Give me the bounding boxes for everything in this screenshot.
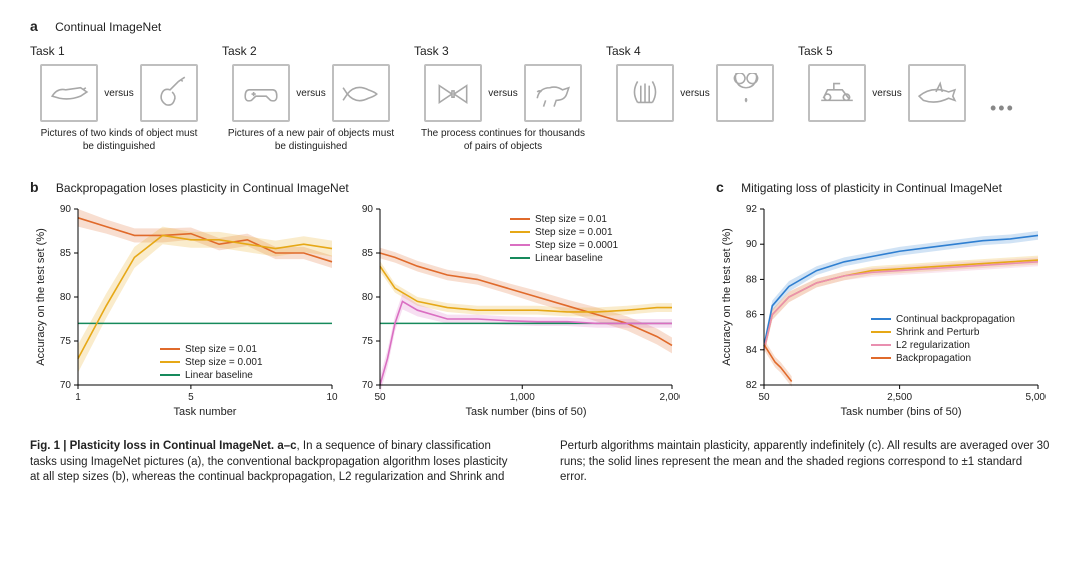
svg-text:80: 80 xyxy=(362,292,374,303)
svg-text:Step size = 0.01: Step size = 0.01 xyxy=(535,214,607,225)
task-title: Task 1 xyxy=(30,44,65,58)
svg-text:50: 50 xyxy=(374,392,386,403)
task-caption: Pictures of two kinds of object must be … xyxy=(34,128,204,153)
versus-label: versus xyxy=(680,88,709,99)
panel-a-title: Continual ImageNet xyxy=(55,20,161,34)
svg-text:Linear baseline: Linear baseline xyxy=(535,253,603,264)
svg-text:Task number (bins of 50): Task number (bins of 50) xyxy=(465,406,586,418)
svg-text:5,000: 5,000 xyxy=(1025,392,1046,403)
svg-text:75: 75 xyxy=(60,336,72,347)
svg-text:1,000: 1,000 xyxy=(510,392,535,403)
svg-text:Step size = 0.0001: Step size = 0.0001 xyxy=(535,240,619,251)
versus-label: versus xyxy=(104,88,133,99)
svg-text:L2 regularization: L2 regularization xyxy=(896,340,970,351)
gamepad-icon xyxy=(232,64,290,122)
versus-label: versus xyxy=(296,88,325,99)
svg-text:Accuracy on the test set (%): Accuracy on the test set (%) xyxy=(721,228,733,366)
svg-text:Step size = 0.01: Step size = 0.01 xyxy=(185,344,257,355)
svg-text:90: 90 xyxy=(362,204,374,215)
task-pair: versus xyxy=(424,64,581,122)
svg-text:88: 88 xyxy=(746,274,758,285)
chart-b1: 70 75 80 85 90 1 5 10 Task number Accuracy on the… xyxy=(30,201,340,421)
svg-text:2,000: 2,000 xyxy=(659,392,680,403)
panel-a-header: a Continual ImageNet xyxy=(30,18,1050,34)
svg-text:Task number: Task number xyxy=(174,406,237,418)
svg-text:5: 5 xyxy=(188,392,194,403)
task-3: Task 3 versus The process continues for … xyxy=(414,44,592,153)
panel-b-label: b xyxy=(30,179,39,195)
gokart-icon xyxy=(808,64,866,122)
svg-text:Shrink and Perturb: Shrink and Perturb xyxy=(896,327,980,338)
panels-bc-row: b Backpropagation loses plasticity in Co… xyxy=(30,179,1050,421)
svg-text:86: 86 xyxy=(746,310,758,321)
svg-text:84: 84 xyxy=(746,345,758,356)
panel-c-header: c Mitigating loss of plasticity in Conti… xyxy=(716,179,1050,195)
svg-text:2,500: 2,500 xyxy=(887,392,912,403)
guitar-icon xyxy=(140,64,198,122)
bison-icon xyxy=(524,64,582,122)
svg-text:10: 10 xyxy=(326,392,338,403)
svg-text:90: 90 xyxy=(746,239,758,250)
svg-text:85: 85 xyxy=(362,248,374,259)
task-caption: The process continues for thousands of p… xyxy=(418,128,588,153)
task-pair: versus xyxy=(40,64,197,122)
task-pair: versus xyxy=(232,64,389,122)
task-5: Task 5 versus xyxy=(798,44,976,128)
svg-text:82: 82 xyxy=(746,380,758,391)
panel-c: c Mitigating loss of plasticity in Conti… xyxy=(716,179,1050,421)
chart-b2: 70 75 80 85 90 50 1,000 2,000 Task number (bins … xyxy=(350,201,680,421)
svg-text:50: 50 xyxy=(758,392,770,403)
panel-a: a Continual ImageNet Task 1 versus Pictu… xyxy=(30,18,1050,153)
svg-text:75: 75 xyxy=(362,336,374,347)
figure-caption: Fig. 1 | Plasticity loss in Continual Im… xyxy=(30,439,1050,486)
shark-icon xyxy=(908,64,966,122)
bowtie-icon xyxy=(424,64,482,122)
fish-icon xyxy=(332,64,390,122)
svg-text:Task number (bins of 50): Task number (bins of 50) xyxy=(840,406,961,418)
svg-text:Accuracy on the test set (%): Accuracy on the test set (%) xyxy=(35,228,47,366)
svg-text:70: 70 xyxy=(60,380,72,391)
svg-text:85: 85 xyxy=(60,248,72,259)
task-pair: versus xyxy=(616,64,773,122)
task-2: Task 2 versus Pictures of a new pair of … xyxy=(222,44,400,153)
ellipsis-icon: ••• xyxy=(990,98,1015,119)
panel-a-label: a xyxy=(30,18,38,34)
panel-c-title: Mitigating loss of plasticity in Continu… xyxy=(741,181,1002,195)
versus-label: versus xyxy=(872,88,901,99)
panel-c-label: c xyxy=(716,179,724,195)
svg-text:90: 90 xyxy=(60,204,72,215)
koala-icon xyxy=(716,64,774,122)
task-title: Task 3 xyxy=(414,44,449,58)
tasks-row: Task 1 versus Pictures of two kinds of o… xyxy=(30,44,1050,153)
task-pair: versus xyxy=(808,64,965,122)
svg-text:80: 80 xyxy=(60,292,72,303)
versus-label: versus xyxy=(488,88,517,99)
svg-text:70: 70 xyxy=(362,380,374,391)
panel-b: b Backpropagation loses plasticity in Co… xyxy=(30,179,690,421)
svg-text:Backpropagation: Backpropagation xyxy=(896,353,971,364)
svg-text:92: 92 xyxy=(746,204,758,215)
caption-lead: Fig. 1 | Plasticity loss in Continual Im… xyxy=(30,440,297,452)
svg-text:Step size = 0.001: Step size = 0.001 xyxy=(535,227,613,238)
lyre-icon xyxy=(616,64,674,122)
svg-text:1: 1 xyxy=(75,392,81,403)
svg-text:Step size = 0.001: Step size = 0.001 xyxy=(185,357,263,368)
chart-c: 82 84 86 88 90 92 50 2,500 5,000 Task number (bin… xyxy=(716,201,1050,421)
svg-text:Linear baseline: Linear baseline xyxy=(185,370,253,381)
panel-b-header: b Backpropagation loses plasticity in Co… xyxy=(30,179,690,195)
task-1: Task 1 versus Pictures of two kinds of o… xyxy=(30,44,208,153)
task-4: Task 4 versus xyxy=(606,44,784,128)
task-title: Task 2 xyxy=(222,44,257,58)
svg-text:Continual backpropagation: Continual backpropagation xyxy=(896,314,1015,325)
task-title: Task 4 xyxy=(606,44,641,58)
task-caption: Pictures of a new pair of objects must b… xyxy=(226,128,396,153)
task-title: Task 5 xyxy=(798,44,833,58)
panel-b-title: Backpropagation loses plasticity in Cont… xyxy=(56,181,349,195)
crocodile-icon xyxy=(40,64,98,122)
